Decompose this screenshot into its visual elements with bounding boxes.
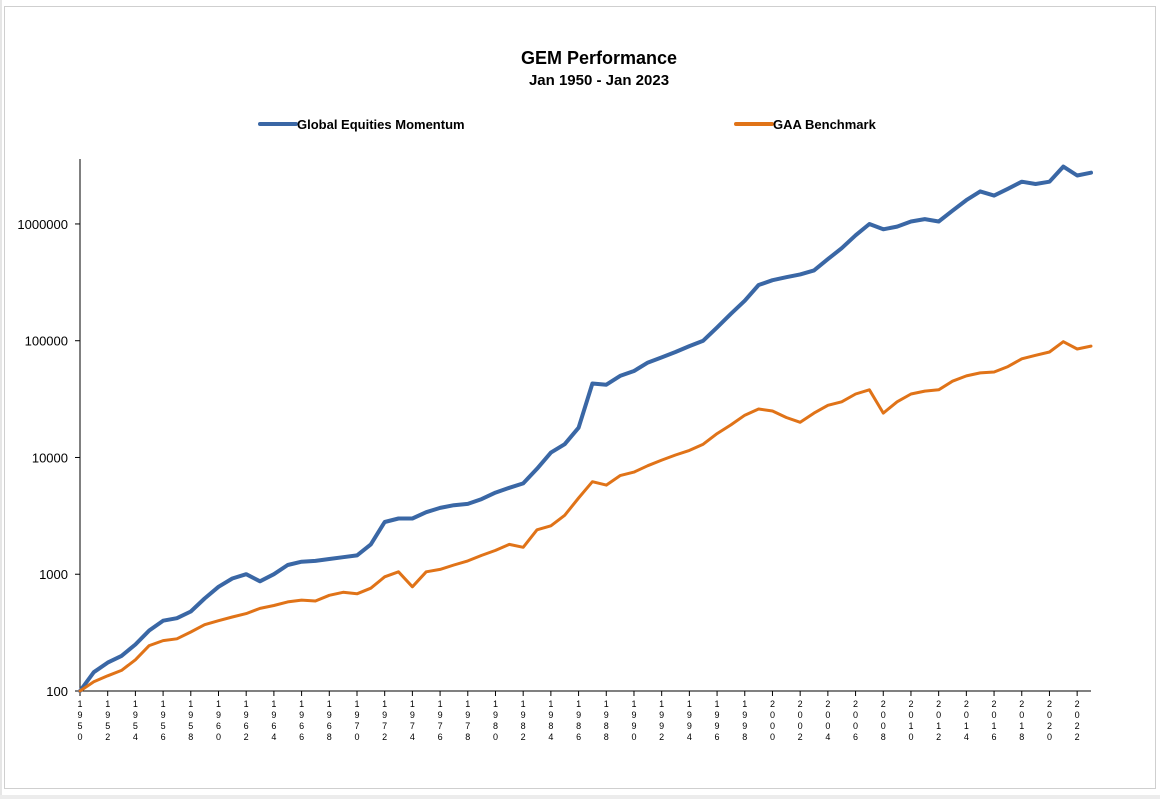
y-axis: 100 1000 10000 100000 1000000	[17, 159, 81, 699]
y-tick-label: 1000000	[17, 217, 68, 232]
x-axis: 1 9 5 0 1 9 5 2 1 9 5 4 1 9 5 6 1 9 5 8 1 9 6 0 1 9 6 2 1 9 6 4 1 9 6 6 1 9 6 8…	[77, 690, 1091, 742]
page-edge-bottom	[0, 795, 1160, 799]
y-tick-label: 100000	[25, 334, 68, 349]
y-tick-label: 1000	[39, 567, 68, 582]
y-tick-label: 100	[46, 684, 68, 699]
chart-title: GEM Performance	[521, 48, 677, 68]
chart-frame: GEM Performance Jan 1950 - Jan 2023 Glob…	[4, 6, 1156, 789]
series-line-global-equities-momentum	[78, 164, 1093, 693]
page-edge-left	[0, 0, 2, 799]
legend: Global Equities Momentum GAA Benchmark	[258, 117, 877, 132]
legend-label-gaa: GAA Benchmark	[773, 117, 877, 132]
series-line-gaa-benchmark	[78, 340, 1093, 693]
gem-performance-chart: GEM Performance Jan 1950 - Jan 2023 Glob…	[17, 48, 1093, 742]
chart-subtitle: Jan 1950 - Jan 2023	[529, 72, 669, 89]
legend-label-gem: Global Equities Momentum	[297, 117, 465, 132]
y-tick-label: 10000	[32, 450, 68, 465]
plot-lines	[78, 164, 1093, 693]
